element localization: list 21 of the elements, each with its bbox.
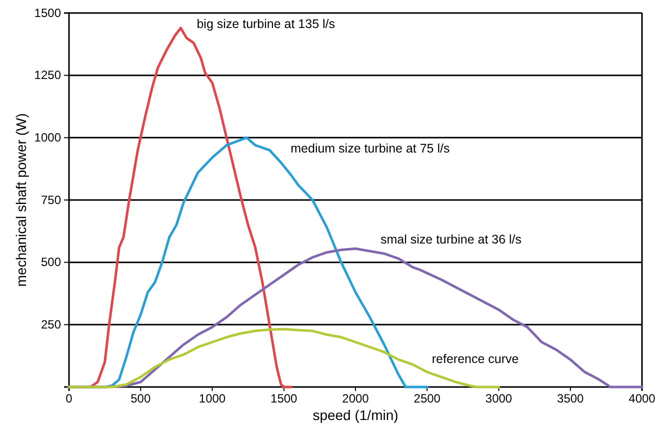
x-tick-label: 4000 <box>628 392 656 406</box>
series-label: reference curve <box>432 352 519 366</box>
y-tick-label: 1000 <box>34 130 62 145</box>
x-axis-title: speed (1/min) <box>312 407 398 423</box>
y-axis-title: mechanical shaft power (W) <box>13 113 29 287</box>
x-tick-label: 2000 <box>342 392 370 406</box>
series-label: medium size turbine at 75 l/s <box>290 142 450 156</box>
x-tick-label: 1500 <box>270 392 298 406</box>
series-label: smal size turbine at 36 l/s <box>380 232 522 247</box>
x-tick-label: 3000 <box>485 392 512 406</box>
x-tick-label: 3500 <box>557 392 584 406</box>
y-tick-label: 500 <box>40 255 62 270</box>
x-tick-label: 0 <box>66 392 73 406</box>
x-tick-label: 1000 <box>198 392 226 406</box>
y-tick-label: 250 <box>40 318 62 332</box>
y-tick-label: 750 <box>40 192 62 207</box>
y-tick-label: 1500 <box>34 6 62 20</box>
y-tick-label: 1250 <box>34 68 62 82</box>
series-label: big size turbine at 135 l/s <box>196 16 336 31</box>
x-tick-label: 2500 <box>414 392 441 406</box>
x-tick-label: 500 <box>130 392 151 406</box>
